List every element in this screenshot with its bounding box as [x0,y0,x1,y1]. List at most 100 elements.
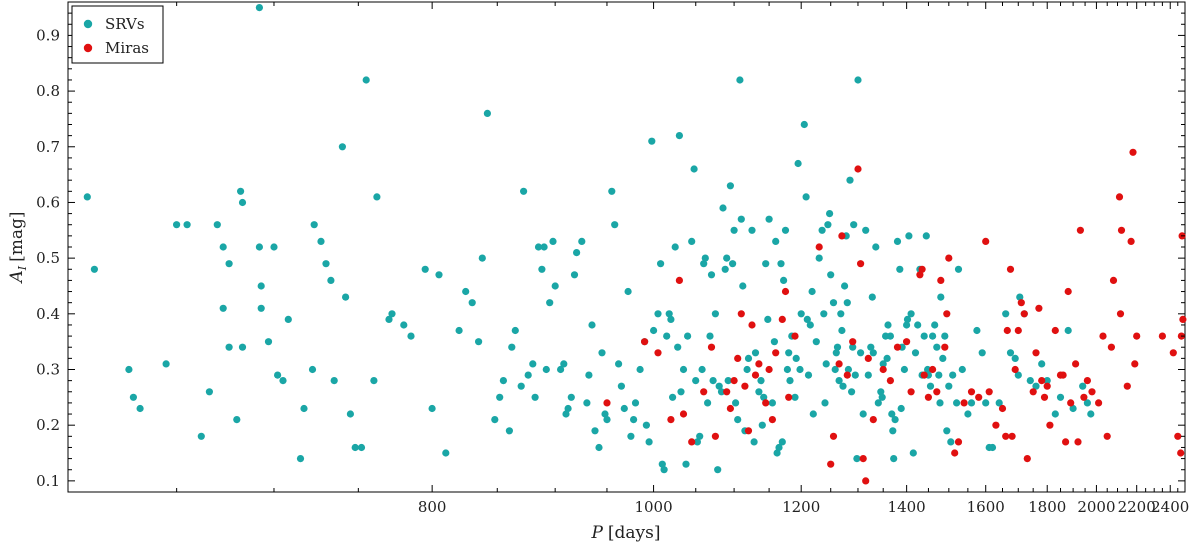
point-srvs [941,332,949,340]
point-srvs [428,404,436,413]
point-srvs [889,427,897,435]
point-miras [1115,193,1124,201]
point-srvs [373,193,381,201]
point-srvs [929,332,937,340]
point-miras [781,287,790,296]
point-srvs [1014,371,1022,379]
point-srvs [701,254,709,262]
point-miras [859,455,867,463]
point-srvs [869,349,877,357]
point-srvs [478,254,486,262]
point-miras [711,432,720,440]
point-srvs [888,410,896,418]
point-srvs [744,354,753,362]
point-srvs [499,377,507,385]
point-srvs [837,310,845,318]
point-srvs [802,193,810,201]
point-srvs [531,393,539,401]
point-srvs [549,237,557,245]
point-srvs [237,187,245,195]
point-srvs [832,349,840,357]
point-srvs [780,276,788,284]
point-srvs [794,159,802,168]
y-tick-label: 0.7 [36,138,60,156]
point-srvs [684,332,692,340]
point-srvs [595,443,603,452]
point-miras [734,354,742,362]
point-srvs [213,221,221,229]
point-miras [741,382,749,390]
point-miras [886,377,895,385]
point-srvs [1079,382,1087,390]
point-srvs [1032,382,1040,390]
point-miras [982,237,990,245]
point-srvs [645,438,653,446]
point-srvs [988,443,997,452]
point-miras [1080,393,1088,401]
point-srvs [824,221,832,229]
point-miras [1158,332,1166,340]
point-miras [768,416,777,424]
point-srvs [808,287,816,296]
point-srvs [786,377,794,385]
point-miras [951,449,959,457]
point-miras [737,310,745,318]
point-srvs [711,310,720,318]
point-srvs [421,265,429,273]
point-miras [929,365,937,374]
point-srvs [1026,377,1034,385]
point-srvs [173,221,181,229]
point-srvs [455,326,463,335]
point-srvs [491,416,499,424]
point-srvs [407,332,415,340]
point-srvs [255,243,263,251]
point-srvs [933,343,941,351]
point-srvs [583,399,591,407]
point-srvs [296,455,305,463]
point-srvs [758,421,766,429]
point-srvs [615,360,623,368]
point-srvs [1056,393,1065,401]
point-miras [1017,299,1025,307]
point-miras [945,254,953,262]
point-srvs [914,321,922,329]
point-miras [1043,382,1051,390]
point-srvs [330,377,338,385]
point-srvs [804,371,813,379]
point-srvs [723,254,731,262]
point-miras [1032,349,1040,357]
point-srvs [617,382,626,390]
point-srvs [931,321,939,329]
point-miras [1133,332,1141,340]
point-miras [1074,438,1082,446]
point-srvs [896,265,904,273]
point-srvs [844,365,853,374]
point-srvs [748,226,756,234]
point-srvs [346,410,354,418]
point-srvs [520,187,528,195]
point-srvs [841,282,849,290]
point-miras [1035,304,1043,312]
point-srvs [890,455,898,463]
point-srvs [1069,404,1077,413]
point-srvs [777,260,785,268]
point-srvs [675,132,684,140]
point-miras [785,393,793,401]
legend-marker-srvs [83,19,93,29]
point-miras [654,349,662,357]
point-srvs [732,399,740,407]
point-srvs [937,293,945,301]
point-srvs [560,360,568,368]
point-srvs [696,432,704,440]
point-srvs [1087,410,1095,418]
point-srvs [953,399,961,407]
point-miras [1174,432,1182,440]
y-tick-label: 0.5 [36,249,60,267]
point-srvs [922,232,930,240]
point-srvs [483,109,491,117]
point-srvs [585,371,593,379]
point-srvs [608,187,616,195]
point-srvs [812,338,820,346]
point-srvs [257,282,265,290]
